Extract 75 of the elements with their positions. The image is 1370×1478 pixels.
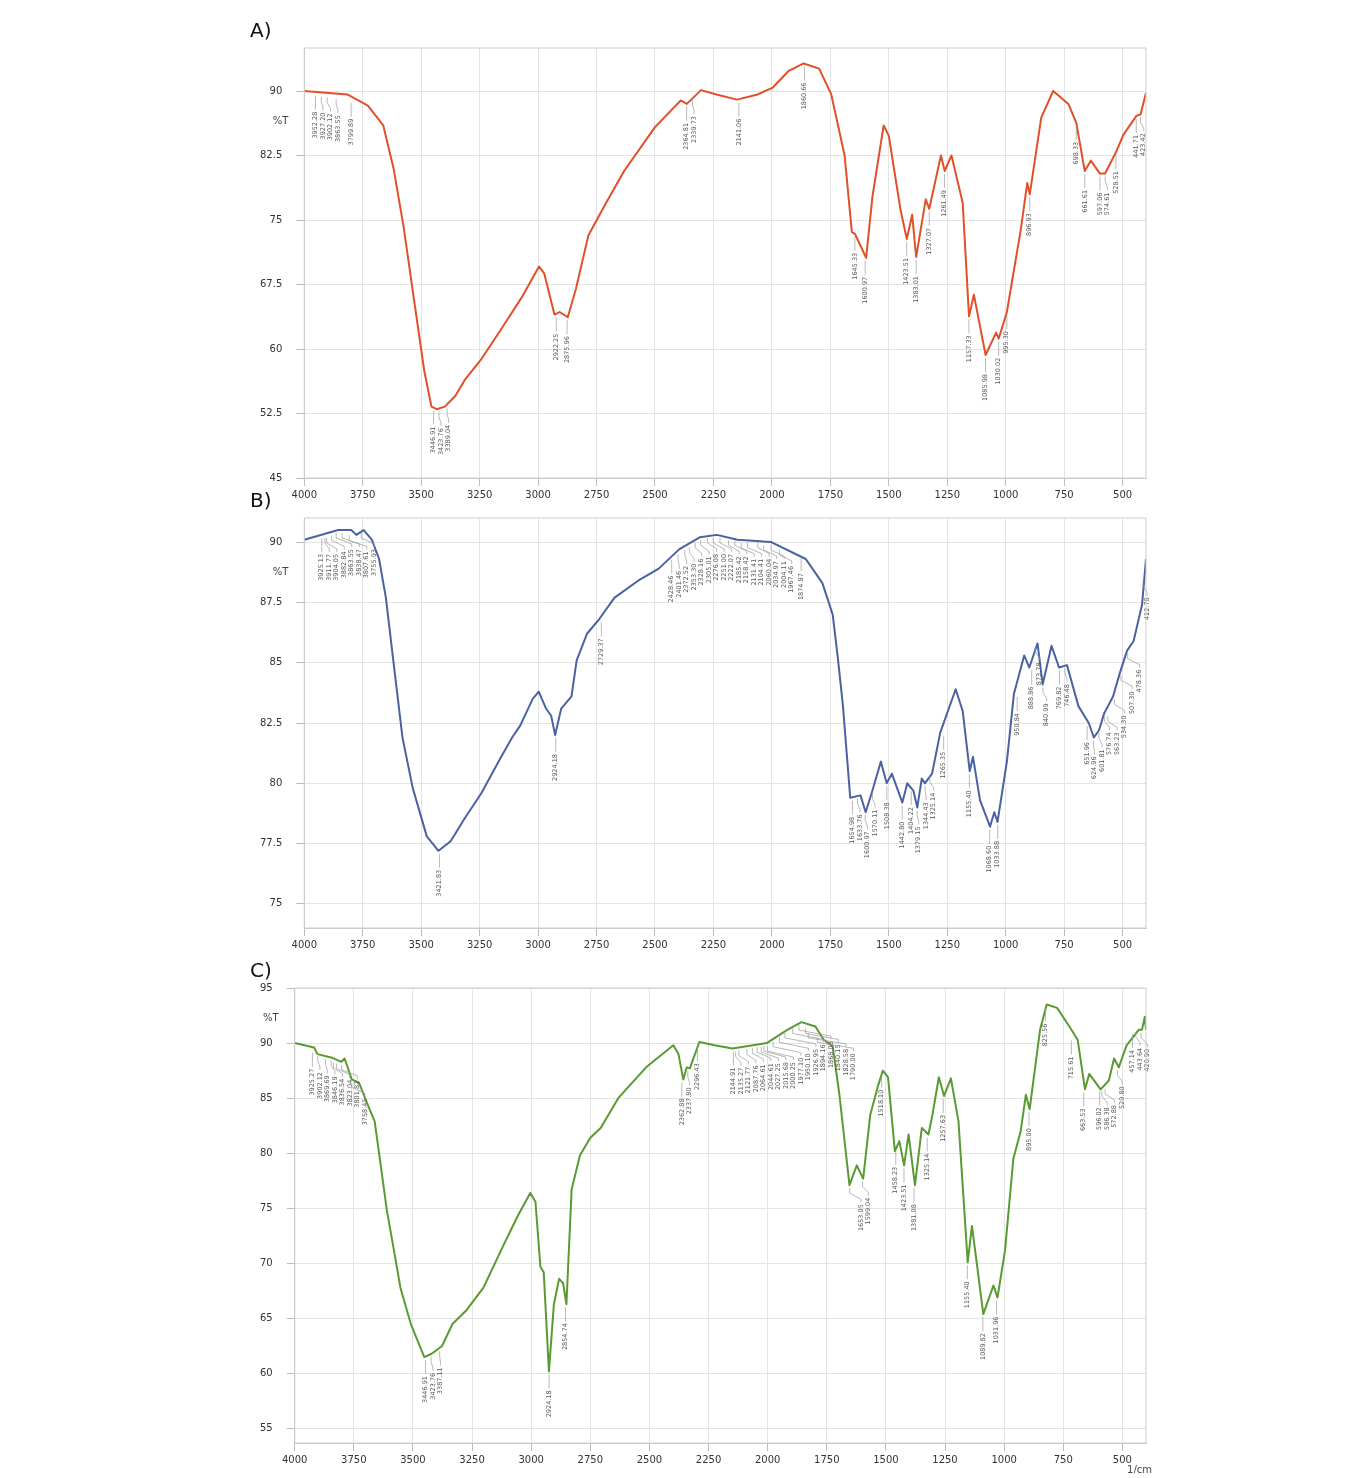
y-tick-label: 60 <box>269 342 283 354</box>
x-tick-label: 3750 <box>349 488 376 500</box>
y-tick-label: 70 <box>259 1257 273 1269</box>
y-tick-label: 52.5 <box>260 407 283 419</box>
y-tick-label: 75 <box>269 897 283 909</box>
x-tick-label: 3500 <box>408 938 434 950</box>
x-tick-label: 2000 <box>759 488 785 500</box>
y-tick-label: 60 <box>259 1367 273 1379</box>
x-tick-label: 2250 <box>695 1453 722 1465</box>
x-tick-label: 1000 <box>992 488 1019 500</box>
y-tick-label: 75 <box>259 1201 273 1213</box>
x-tick-label: 2750 <box>583 488 610 500</box>
x-tick-label: 2250 <box>700 488 727 500</box>
x-tick-label: 2000 <box>754 1453 781 1465</box>
x-tick-label: 750 <box>1054 488 1074 500</box>
x-tick-label: 1250 <box>934 488 960 500</box>
x-tick-label: 1500 <box>873 1453 899 1465</box>
x-tick-label: 750 <box>1053 1453 1073 1465</box>
x-tick-label: 1000 <box>992 938 1019 950</box>
chart-title: A) <box>250 18 272 43</box>
x-tick-label: 1750 <box>814 1453 840 1465</box>
x-tick-label: 3000 <box>525 488 551 500</box>
y-tick-label: 75 <box>269 213 283 225</box>
y-tick-label: 90 <box>259 1036 273 1048</box>
chart-title: B) <box>250 488 272 513</box>
x-tick-label: 750 <box>1054 938 1074 950</box>
x-tick-label: 3000 <box>518 1453 544 1465</box>
x-tick-label: 1500 <box>876 488 902 500</box>
x-tick-label: 3250 <box>466 488 493 500</box>
x-tick-label: 1750 <box>817 938 844 950</box>
y-axis-title: %T <box>263 1011 280 1023</box>
y-tick-label: 90 <box>269 84 283 96</box>
x-tick-label: 1500 <box>876 938 902 950</box>
y-tick-label: 80 <box>259 1146 273 1158</box>
y-tick-label: 82.5 <box>260 716 283 728</box>
y-tick-label: 80 <box>269 776 283 788</box>
x-tick-label: 2000 <box>759 938 785 950</box>
y-tick-label: 90 <box>269 535 283 547</box>
x-tick-label: 2750 <box>583 938 610 950</box>
x-tick-label: 3250 <box>459 1453 485 1465</box>
x-tick-label: 1250 <box>934 938 960 950</box>
y-tick-label: 55 <box>259 1422 273 1434</box>
x-tick-label: 3000 <box>525 938 551 950</box>
x-tick-label: 4000 <box>282 1453 308 1465</box>
x-tick-label: 2750 <box>577 1453 604 1465</box>
x-tick-label: 3750 <box>341 1453 367 1465</box>
x-tick-label: 1000 <box>991 1453 1017 1465</box>
y-tick-label: 67.5 <box>260 278 283 290</box>
chart-title: C) <box>250 958 272 983</box>
y-tick-label: 82.5 <box>260 149 283 161</box>
x-tick-label: 4000 <box>291 938 317 950</box>
x-tick-label: 2500 <box>642 488 668 500</box>
y-axis-title: %T <box>272 565 290 577</box>
x-tick-label: 500 <box>1113 488 1133 500</box>
x-tick-label: 2250 <box>700 938 727 950</box>
x-tick-label: 500 <box>1112 1453 1132 1465</box>
x-tick-label: 3750 <box>349 938 376 950</box>
x-tick-label: 2500 <box>636 1453 663 1465</box>
y-axis-title: %T <box>272 114 290 126</box>
x-tick-label: 3500 <box>408 488 434 500</box>
y-tick-label: 87.5 <box>260 596 283 608</box>
x-tick-label: 500 <box>1113 938 1133 950</box>
x-tick-label: 3250 <box>466 938 493 950</box>
x-tick-label: 4000 <box>291 488 317 500</box>
y-tick-label: 77.5 <box>260 837 283 849</box>
y-tick-label: 85 <box>269 656 283 668</box>
y-tick-label: 85 <box>259 1091 273 1103</box>
y-tick-label: 95 <box>259 981 273 993</box>
x-axis-title: 1/cm <box>1127 1463 1152 1475</box>
x-tick-label: 2500 <box>642 938 668 950</box>
x-tick-label: 1250 <box>932 1453 958 1465</box>
y-tick-label: 65 <box>259 1312 273 1324</box>
y-tick-label: 45 <box>269 471 283 483</box>
x-tick-label: 3500 <box>400 1453 426 1465</box>
x-tick-label: 1750 <box>817 488 844 500</box>
